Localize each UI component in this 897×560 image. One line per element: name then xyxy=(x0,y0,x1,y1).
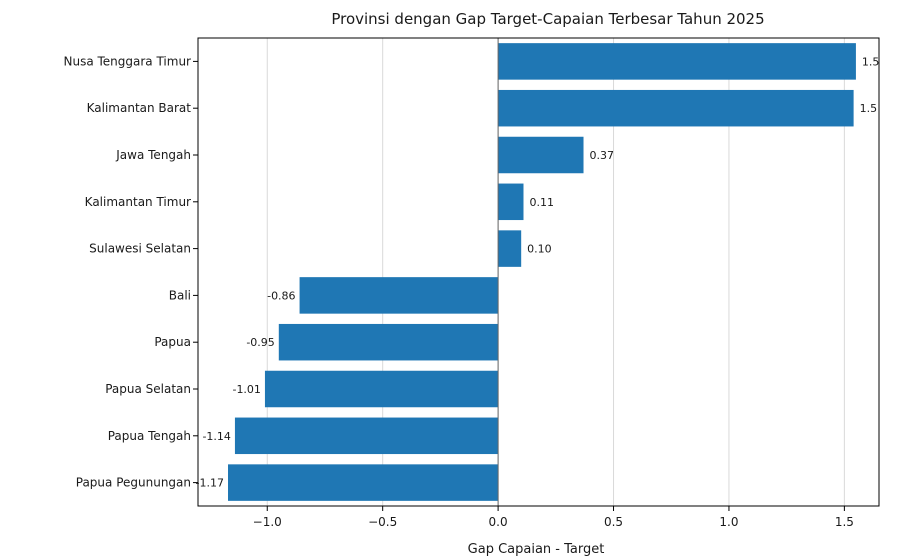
bar xyxy=(264,370,499,408)
y-tick-label: Papua xyxy=(154,335,191,349)
y-tick-label: Sulawesi Selatan xyxy=(89,242,191,256)
bar xyxy=(498,183,524,221)
y-tick-label: Papua Tengah xyxy=(108,429,191,443)
bar xyxy=(234,417,499,455)
y-tick-label: Bali xyxy=(169,288,191,302)
bar-layer xyxy=(228,43,856,501)
bar xyxy=(299,277,499,314)
data-label: 1.5 xyxy=(860,102,878,115)
data-label: 1.5 xyxy=(862,55,880,68)
x-axis-ticks: −1.0 −0.5 0.0 0.5 1.0 1.5 xyxy=(253,506,854,529)
data-label: 0.10 xyxy=(527,243,552,256)
y-tick-label: Kalimantan Timur xyxy=(85,195,191,209)
x-tick-label: −1.0 xyxy=(253,515,282,529)
x-tick-label: 1.0 xyxy=(719,515,738,529)
data-label: -0.95 xyxy=(246,336,274,349)
y-tick-label: Jawa Tengah xyxy=(115,148,191,162)
data-label: -1.17 xyxy=(196,477,224,490)
y-tick-label: Kalimantan Barat xyxy=(87,101,192,115)
data-label: -1.14 xyxy=(202,430,230,443)
x-tick-label: 0.5 xyxy=(604,515,623,529)
y-tick-label: Papua Pegunungan xyxy=(76,476,191,490)
bar xyxy=(228,464,499,501)
data-label: -1.01 xyxy=(232,383,260,396)
x-tick-label: 1.5 xyxy=(835,515,854,529)
bar xyxy=(498,89,854,127)
x-tick-label: 0.0 xyxy=(489,515,508,529)
y-tick-label: Papua Selatan xyxy=(105,382,191,396)
bar xyxy=(498,136,584,174)
y-axis-ticks: Nusa Tenggara Timur Kalimantan Barat Jawa … xyxy=(64,54,198,490)
chart-title: Provinsi dengan Gap Target-Capaian Terbe… xyxy=(331,10,764,28)
bar xyxy=(278,323,499,361)
data-label: -0.86 xyxy=(267,289,295,302)
bar xyxy=(498,43,856,80)
data-labels: 1.5 1.5 0.37 0.11 0.10 -0.86 -0.95 -1.01 -1.14 -1… xyxy=(196,55,880,489)
x-tick-label: −0.5 xyxy=(368,515,397,529)
bar xyxy=(498,230,522,267)
y-tick-label: Nusa Tenggara Timur xyxy=(64,54,192,68)
data-label: 0.37 xyxy=(590,149,615,162)
plot-frame xyxy=(197,37,880,507)
x-axis-title: Gap Capaian - Target xyxy=(468,542,605,557)
data-label: 0.11 xyxy=(529,196,554,209)
